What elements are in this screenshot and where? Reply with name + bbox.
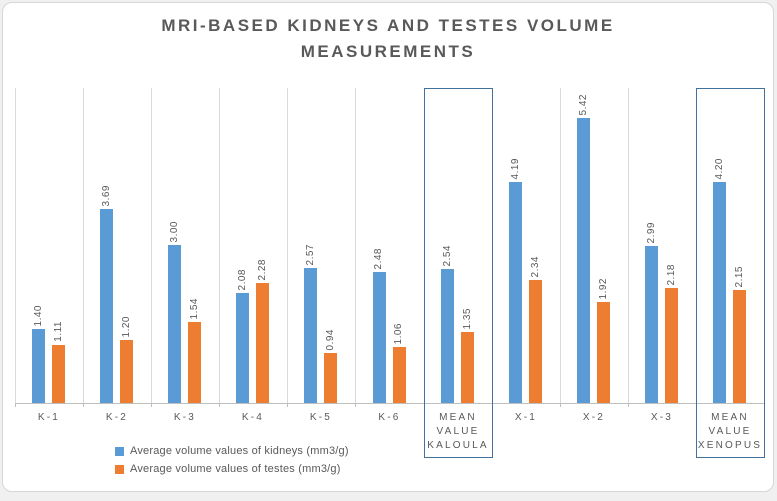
bar-value-label: 1.06: [393, 322, 404, 344]
vertical-gridline: [355, 88, 356, 403]
chart-title-line1: MRI-BASED KIDNEYS AND TESTES VOLUME: [161, 16, 615, 35]
bar-kidneys: [32, 329, 45, 403]
bar-testes: [256, 283, 269, 403]
bar-value-label: 0.94: [324, 328, 336, 350]
bar-value-label: 2.18: [665, 263, 677, 285]
highlight-box-mean-value-xenopus: [696, 88, 765, 458]
bar-value-label: 2.34: [529, 255, 541, 277]
bar-value-label: 1.20: [120, 315, 132, 337]
bar-kidneys: [713, 182, 726, 403]
x-axis-tick: [83, 403, 84, 407]
x-axis-tick: [628, 403, 629, 407]
vertical-gridline: [15, 88, 16, 403]
bar-value-label: 3.00: [168, 220, 180, 242]
bar-kidneys: [304, 268, 317, 403]
legend-label: Average volume values of testes (mm3/g): [130, 463, 341, 475]
bar-kidneys: [441, 269, 454, 403]
bar-kidneys: [645, 246, 658, 403]
chart-title: MRI-BASED KIDNEYS AND TESTES VOLUME MEAS…: [3, 13, 773, 65]
x-axis-label: K-3: [173, 412, 197, 423]
bar-value-label: 1.40: [32, 304, 44, 326]
vertical-gridline: [83, 88, 84, 403]
bar-value-label: 2.48: [373, 247, 384, 269]
bar-value-label: 5.42: [577, 93, 589, 115]
bar-kidneys: [509, 182, 522, 403]
bar-kidneys: [372, 272, 386, 403]
x-axis-tick: [15, 403, 16, 407]
legend-item-kidneys: Average volume values of kidneys (mm3/g): [115, 445, 349, 457]
bar-kidneys: [100, 209, 113, 403]
highlight-box-mean-value-kaloula: [424, 88, 493, 458]
x-axis-label: X-2: [582, 412, 606, 423]
bar-kidneys: [236, 293, 249, 403]
x-axis-label: K-2: [105, 412, 129, 423]
legend-swatch-kidneys: [115, 446, 124, 456]
x-axis-tick: [287, 403, 288, 407]
bar-testes: [120, 340, 133, 403]
bar-testes: [461, 332, 474, 403]
bar-value-label: 1.92: [597, 277, 609, 299]
bar-testes: [392, 347, 406, 403]
bar-value-label: 2.28: [256, 258, 268, 280]
legend-item-testes: Average volume values of testes (mm3/g): [115, 463, 349, 475]
x-axis-label: X-1: [514, 412, 538, 423]
x-axis-label: K-1: [37, 412, 61, 423]
legend-label: Average volume values of kidneys (mm3/g): [130, 445, 349, 457]
x-axis-label: K-5: [309, 412, 333, 423]
bar-kidneys: [577, 118, 590, 403]
bar-value-label: 2.57: [304, 243, 316, 265]
bar-testes: [597, 302, 610, 403]
vertical-gridline: [560, 88, 561, 403]
x-axis-label: MEAN VALUE KALOULA: [427, 412, 489, 451]
bar-testes: [324, 353, 337, 403]
x-axis-tick: [560, 403, 561, 407]
bar-testes: [529, 280, 542, 403]
bar-testes: [52, 345, 65, 403]
chart-title-line2: MEASUREMENTS: [300, 42, 476, 61]
bar-value-label: 3.69: [100, 184, 112, 206]
vertical-gridline: [628, 88, 629, 403]
legend-swatch-testes: [115, 464, 124, 474]
vertical-gridline: [287, 88, 288, 403]
x-axis-tick: [355, 403, 356, 407]
bar-value-label: 1.11: [52, 321, 64, 342]
bar-value-label: 1.54: [188, 297, 200, 319]
bar-value-label: 2.08: [236, 268, 248, 290]
x-axis-tick: [219, 403, 220, 407]
vertical-gridline: [151, 88, 152, 403]
x-axis-tick: [151, 403, 152, 407]
bar-value-label: 4.19: [509, 157, 521, 179]
x-axis-label: K-6: [378, 412, 401, 423]
legend: Average volume values of kidneys (mm3/g)…: [115, 445, 349, 481]
chart-frame: MRI-BASED KIDNEYS AND TESTES VOLUME MEAS…: [2, 2, 774, 492]
bar-kidneys: [168, 245, 181, 403]
bar-value-label: 2.99: [645, 221, 657, 243]
x-axis-label: X-3: [650, 412, 674, 423]
bar-testes: [188, 322, 201, 403]
x-axis-label: K-4: [241, 412, 265, 423]
vertical-gridline: [219, 88, 220, 403]
plot-area: 1.40 1.11 K-1 3.69 1.20 K-2 3.00 1.54 K-3 2.08 2.2…: [15, 88, 765, 458]
x-axis-label: MEAN VALUE XENOPUS: [697, 412, 763, 451]
bar-testes: [665, 288, 678, 403]
bar-testes: [733, 290, 746, 403]
